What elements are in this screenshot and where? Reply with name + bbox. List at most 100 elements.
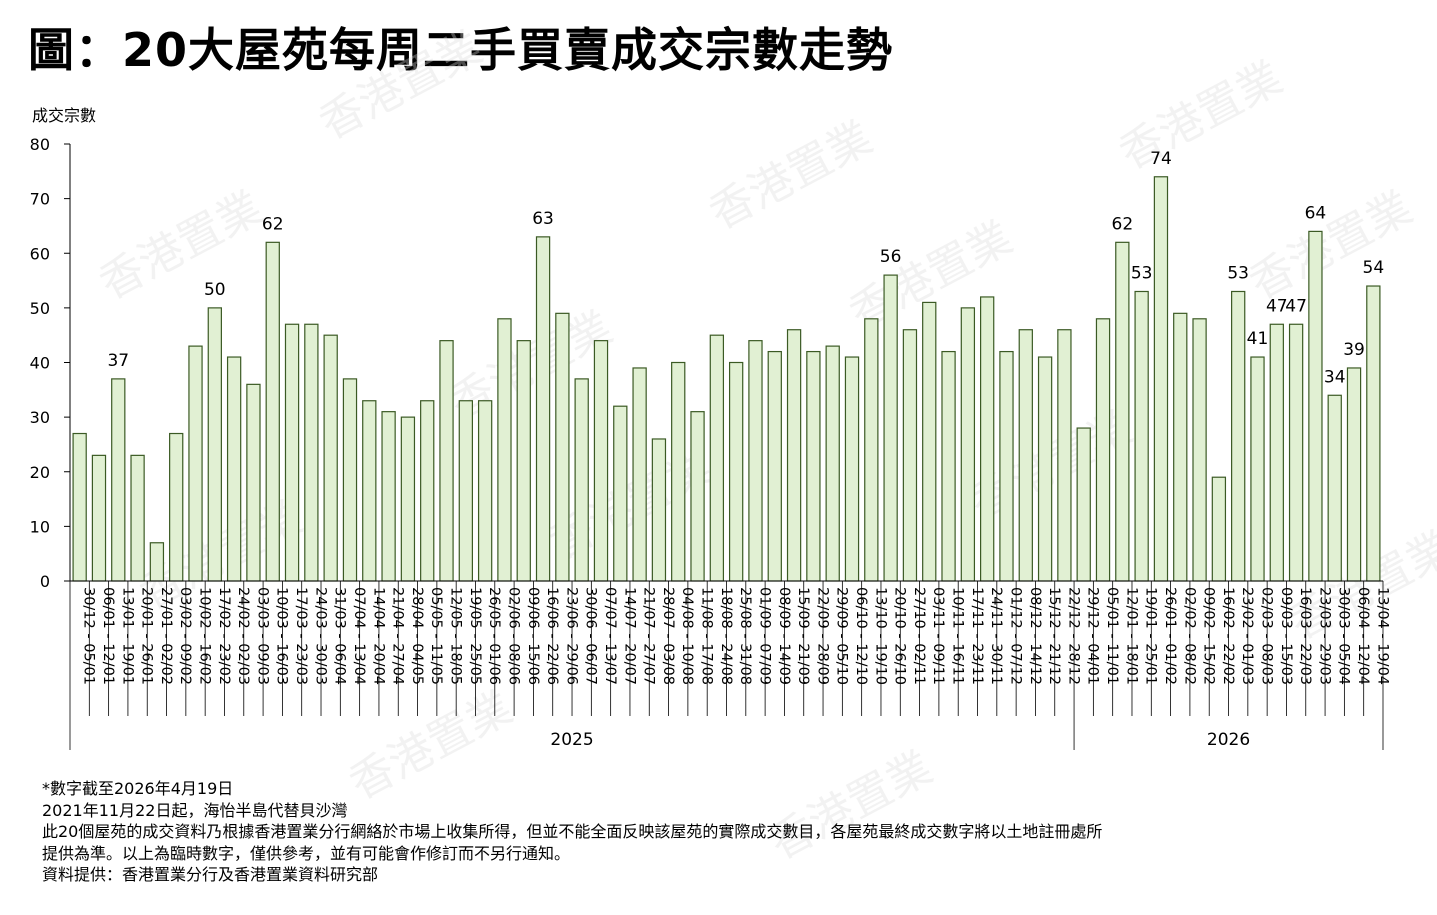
- y-tick-label: 30: [30, 408, 50, 427]
- x-category-label: 14/04 - 20/04: [370, 587, 386, 685]
- bar: [1134, 290, 1149, 582]
- x-category-label: 20/01 - 26/01: [139, 587, 155, 685]
- x-category-label: 27/10 - 02/11: [911, 587, 927, 685]
- x-category-label: 28/07 - 03/08: [660, 587, 676, 685]
- bar: [902, 329, 918, 582]
- x-category-label: 16/03 - 22/03: [1297, 587, 1313, 685]
- x-category-label: 12/05 - 18/05: [448, 587, 464, 685]
- bar: [188, 345, 203, 582]
- footnote-line: 提供為準。以上為臨時數字，僅供參考，並有可能會作修訂而不另行通知。: [42, 843, 571, 863]
- x-category-label: 10/03 - 16/03: [274, 587, 290, 685]
- x-category-label: 21/04 - 27/04: [390, 587, 406, 685]
- bar: [439, 340, 454, 582]
- x-category-label: 23/02 - 01/03: [1239, 587, 1255, 685]
- bar: [709, 334, 725, 582]
- x-category-label: 24/02 - 02/03: [235, 587, 251, 685]
- bar: [1231, 290, 1246, 582]
- bar: [632, 367, 647, 582]
- data-label: 39: [1343, 340, 1365, 360]
- bar: [806, 350, 821, 582]
- footnote-line: 此20個屋苑的成交資料乃根據香港置業分行網絡於市場上收集所得，但並不能全面反映該…: [42, 822, 1103, 841]
- bar: [922, 301, 937, 582]
- bar: [690, 411, 705, 582]
- bar: [72, 432, 87, 582]
- data-label: 56: [880, 247, 902, 267]
- x-category-label: 12/01 - 18/01: [1123, 587, 1139, 685]
- bar: [999, 350, 1014, 582]
- data-label: 62: [262, 214, 284, 234]
- x-category-label: 05/05 - 11/05: [428, 587, 444, 685]
- x-category-label: 16/06 - 22/06: [544, 587, 560, 685]
- x-category-label: 21/07 - 27/07: [641, 587, 657, 685]
- bar: [420, 400, 435, 582]
- x-category-label: 17/03 - 23/03: [293, 587, 309, 685]
- watermark-text: 香港置業: [91, 182, 270, 310]
- bar: [265, 241, 280, 582]
- data-label: 53: [1131, 263, 1153, 283]
- data-label: 37: [107, 351, 129, 371]
- y-tick-label: 20: [30, 463, 50, 482]
- x-category-label: 09/06 - 15/06: [525, 587, 541, 685]
- x-category-label: 03/02 - 09/02: [177, 587, 193, 685]
- bar: [1115, 241, 1130, 582]
- footnote-line: *數字截至2026年4月19日: [42, 779, 234, 798]
- bar: [207, 307, 222, 582]
- x-category-label: 24/03 - 30/03: [312, 587, 328, 685]
- x-category-label: 24/11 - 30/11: [988, 587, 1004, 685]
- x-category-label: 11/08 - 17/08: [699, 587, 715, 685]
- y-axis: 0 10 20 30 40 50 60 70 80: [30, 135, 71, 591]
- bar: [574, 378, 589, 582]
- bar: [728, 361, 744, 582]
- x-category-label: 02/06 - 08/06: [505, 587, 521, 685]
- watermark-text: 香港置業: [701, 112, 880, 240]
- x-category-label: 31/03 - 06/04: [332, 587, 348, 685]
- bar: [980, 296, 995, 582]
- bar: [555, 312, 570, 582]
- x-category-label: 23/06 - 29/06: [563, 587, 579, 685]
- x-category-label: 30/12 - 05/01: [81, 587, 97, 685]
- data-label: 34: [1324, 367, 1346, 387]
- bar: [593, 340, 609, 582]
- y-tick-label: 10: [30, 517, 50, 536]
- bar: [1037, 356, 1053, 582]
- data-label: 74: [1150, 149, 1172, 169]
- bar: [535, 236, 551, 582]
- bar: [786, 329, 802, 582]
- watermark-text: 香港置業: [1111, 52, 1290, 180]
- x-category-label: 04/08 - 10/08: [679, 587, 695, 685]
- bar: [1269, 323, 1284, 582]
- x-category-label: 29/09 - 05/10: [834, 587, 850, 685]
- x-category-label: 17/02 - 23/02: [216, 587, 232, 685]
- bar: [1308, 230, 1323, 582]
- data-label: 53: [1227, 263, 1249, 283]
- bar: [1288, 323, 1304, 582]
- x-category-label: 13/10 - 19/10: [872, 587, 888, 685]
- footnotes: *數字截至2026年4月19日 2021年11月22日起，海怡半島代替貝沙灣 此…: [42, 778, 1402, 886]
- x-category-label: 25/08 - 31/08: [737, 587, 753, 685]
- bar: [651, 438, 667, 582]
- year-group-label: 2025: [550, 730, 593, 750]
- y-tick-label: 40: [30, 354, 50, 373]
- bar: [1327, 394, 1342, 582]
- bar: [516, 340, 531, 582]
- x-category-label: 16/02 - 22/02: [1220, 587, 1236, 685]
- x-category-label: 01/09 - 07/09: [756, 587, 772, 685]
- x-category-label: 10/11 - 16/11: [950, 587, 966, 685]
- bar: [1346, 367, 1362, 582]
- x-category-label: 09/03 - 15/03: [1278, 587, 1294, 685]
- x-category-label: 29/12 - 04/01: [1085, 587, 1101, 685]
- bar: [1076, 427, 1091, 582]
- x-category-label: 15/12 - 21/12: [1046, 587, 1062, 685]
- data-label: 54: [1363, 258, 1385, 278]
- bar: [400, 416, 416, 582]
- bar: [91, 454, 107, 582]
- bar: [149, 542, 165, 582]
- data-label: 64: [1305, 203, 1327, 223]
- bar: [381, 411, 396, 582]
- x-category-label: 18/08 - 24/08: [718, 587, 734, 685]
- x-category-label: 02/02 - 08/02: [1181, 587, 1197, 685]
- data-label: 63: [532, 209, 554, 229]
- bar: [304, 323, 319, 582]
- bar: [941, 350, 956, 582]
- x-category-label: 03/03 - 09/03: [254, 587, 270, 685]
